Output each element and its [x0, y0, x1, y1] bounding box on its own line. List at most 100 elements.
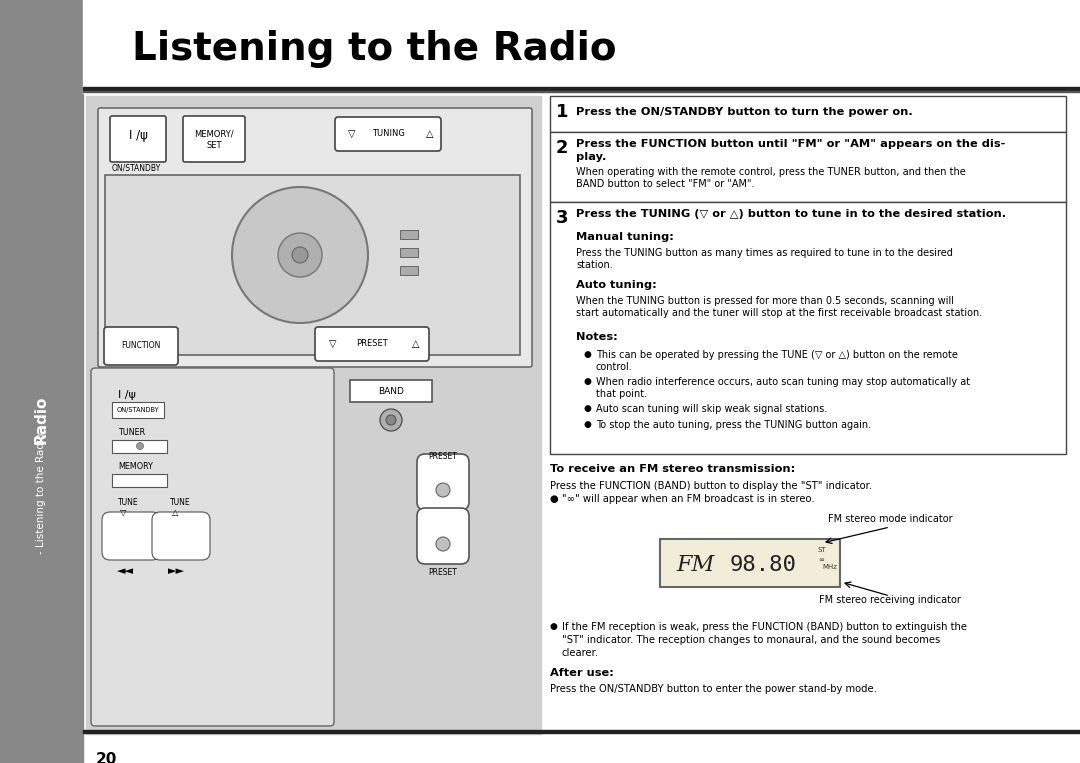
- FancyBboxPatch shape: [102, 512, 160, 560]
- Text: BAND: BAND: [378, 387, 404, 395]
- Text: To stop the auto tuning, press the TUNING button again.: To stop the auto tuning, press the TUNIN…: [596, 420, 872, 430]
- FancyBboxPatch shape: [110, 116, 166, 162]
- Circle shape: [380, 409, 402, 431]
- Text: TUNE: TUNE: [118, 498, 138, 507]
- Text: Press the TUNING button as many times as required to tune in to the desired: Press the TUNING button as many times as…: [576, 248, 953, 258]
- Bar: [112, 474, 167, 487]
- FancyBboxPatch shape: [98, 108, 532, 367]
- Bar: [550, 96, 1066, 132]
- Text: PRESET: PRESET: [429, 568, 458, 577]
- Bar: [400, 248, 418, 257]
- Bar: [660, 539, 840, 587]
- Bar: [83, 91, 1080, 92]
- Text: ●: ●: [584, 404, 592, 413]
- Circle shape: [136, 443, 144, 449]
- Text: PRESET: PRESET: [429, 452, 458, 461]
- Text: MEMORY/: MEMORY/: [194, 130, 233, 139]
- Text: Listening to the Radio: Listening to the Radio: [132, 30, 617, 68]
- Text: △: △: [172, 508, 178, 517]
- Text: △: △: [427, 129, 434, 139]
- Text: FM: FM: [676, 554, 714, 576]
- Text: ◄◄: ◄◄: [117, 566, 134, 576]
- Text: 1: 1: [556, 103, 568, 121]
- Text: play.: play.: [576, 152, 606, 162]
- Text: Auto scan tuning will skip weak signal stations.: Auto scan tuning will skip weak signal s…: [596, 404, 827, 414]
- Circle shape: [436, 537, 450, 551]
- Text: Press the TUNING (▽ or △) button to tune in to the desired station.: Press the TUNING (▽ or △) button to tune…: [576, 209, 1007, 219]
- Text: control.: control.: [596, 362, 633, 372]
- Text: ON/STANDBY: ON/STANDBY: [117, 407, 160, 413]
- Text: After use:: After use:: [550, 668, 613, 678]
- Text: SET: SET: [206, 141, 221, 150]
- Text: that point.: that point.: [596, 389, 647, 399]
- Text: Press the ON/STANDBY button to turn the power on.: Press the ON/STANDBY button to turn the …: [576, 107, 913, 117]
- Text: If the FM reception is weak, press the FUNCTION (BAND) button to extinguish the: If the FM reception is weak, press the F…: [562, 622, 967, 632]
- Text: 2: 2: [556, 139, 568, 157]
- FancyBboxPatch shape: [152, 512, 210, 560]
- FancyBboxPatch shape: [417, 454, 469, 510]
- Bar: [0, 0, 83, 763]
- Text: Manual tuning:: Manual tuning:: [576, 232, 674, 242]
- Polygon shape: [105, 175, 519, 355]
- Text: Radio: Radio: [33, 396, 49, 444]
- Text: clearer.: clearer.: [562, 648, 599, 658]
- Text: start automatically and the tuner will stop at the first receivable broadcast st: start automatically and the tuner will s…: [576, 308, 982, 318]
- Bar: [400, 230, 418, 239]
- Text: ●: ●: [584, 420, 592, 429]
- Text: "ST" indicator. The reception changes to monaural, and the sound becomes: "ST" indicator. The reception changes to…: [562, 635, 941, 645]
- FancyBboxPatch shape: [335, 117, 441, 151]
- Text: ●: ●: [584, 350, 592, 359]
- Text: ▽: ▽: [329, 339, 337, 349]
- Circle shape: [292, 247, 308, 263]
- Text: ● "∞" will appear when an FM broadcast is in stereo.: ● "∞" will appear when an FM broadcast i…: [550, 494, 814, 504]
- Text: ●: ●: [584, 377, 592, 386]
- Text: Press the FUNCTION (BAND) button to display the "ST" indicator.: Press the FUNCTION (BAND) button to disp…: [550, 481, 873, 491]
- Text: FM stereo receiving indicator: FM stereo receiving indicator: [819, 595, 961, 605]
- Text: TUNER: TUNER: [118, 428, 145, 437]
- Circle shape: [278, 233, 322, 277]
- FancyBboxPatch shape: [104, 327, 178, 365]
- Text: TUNING: TUNING: [372, 130, 404, 139]
- Text: 98.80: 98.80: [730, 555, 797, 575]
- Text: FM stereo mode indicator: FM stereo mode indicator: [827, 514, 953, 524]
- Text: To receive an FM stereo transmission:: To receive an FM stereo transmission:: [550, 464, 795, 474]
- Text: ST: ST: [818, 547, 826, 553]
- Text: This can be operated by pressing the TUNE (▽ or △) button on the remote: This can be operated by pressing the TUN…: [596, 350, 958, 360]
- FancyBboxPatch shape: [417, 508, 469, 564]
- Text: 20: 20: [96, 752, 118, 763]
- Bar: [112, 402, 164, 418]
- Text: When the TUNING button is pressed for more than 0.5 seconds, scanning will: When the TUNING button is pressed for mo…: [576, 296, 954, 306]
- FancyBboxPatch shape: [315, 327, 429, 361]
- Text: △: △: [413, 339, 420, 349]
- Text: When operating with the remote control, press the TUNER button, and then the: When operating with the remote control, …: [576, 167, 966, 177]
- Text: MHz: MHz: [822, 564, 837, 570]
- Text: PRESET: PRESET: [356, 340, 388, 349]
- Text: 3: 3: [556, 209, 568, 227]
- Text: BAND button to select "FM" or "AM".: BAND button to select "FM" or "AM".: [576, 179, 755, 189]
- Text: ON/STANDBY: ON/STANDBY: [112, 163, 161, 172]
- Bar: [83, 730, 1080, 732]
- Text: - Listening to the Radio -: - Listening to the Radio -: [36, 426, 46, 554]
- Text: When radio interference occurs, auto scan tuning may stop automatically at: When radio interference occurs, auto sca…: [596, 377, 970, 387]
- Circle shape: [386, 415, 396, 425]
- Text: ●: ●: [550, 622, 558, 631]
- Text: ∞: ∞: [818, 557, 824, 563]
- Text: TUNE: TUNE: [170, 498, 191, 507]
- Bar: [86, 96, 541, 734]
- Bar: [550, 202, 1066, 454]
- Text: I /ψ: I /ψ: [118, 390, 136, 400]
- FancyBboxPatch shape: [183, 116, 245, 162]
- Text: Press the ON/STANDBY button to enter the power stand-by mode.: Press the ON/STANDBY button to enter the…: [550, 684, 877, 694]
- Text: Auto tuning:: Auto tuning:: [576, 280, 657, 290]
- Text: ▽: ▽: [120, 508, 126, 517]
- Text: MEMORY: MEMORY: [118, 462, 153, 471]
- Circle shape: [436, 483, 450, 497]
- Text: ►►: ►►: [168, 566, 185, 576]
- Bar: [83, 87, 1080, 89]
- Text: I /ψ: I /ψ: [129, 130, 148, 143]
- Text: station.: station.: [576, 260, 612, 270]
- Bar: [550, 132, 1066, 202]
- FancyBboxPatch shape: [91, 368, 334, 726]
- Bar: [350, 380, 432, 402]
- Text: FUNCTION: FUNCTION: [121, 342, 161, 350]
